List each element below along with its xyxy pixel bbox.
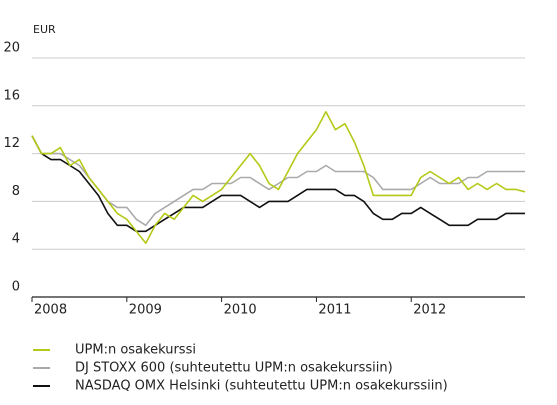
x-tick-label: 2009: [129, 303, 162, 318]
y-axis-label: EUR: [33, 23, 56, 36]
series-line: [31, 135, 525, 227]
x-tick-label: 2008: [34, 303, 67, 318]
series-line: [31, 111, 526, 244]
legend-label: NASDAQ OMX Helsinki (suhteutettu UPM:n o…: [75, 379, 448, 394]
y-tick-label: 4: [12, 232, 20, 247]
legend-label: DJ STOXX 600 (suhteutettu UPM:n osakekur…: [75, 361, 393, 376]
y-tick-label: 12: [3, 136, 20, 151]
y-tick-label: 16: [3, 88, 20, 103]
y-tick-label: 0: [12, 280, 20, 295]
y-tick-label: 8: [12, 184, 20, 199]
x-tick-label: 2010: [224, 303, 257, 318]
x-tick-label: 2012: [413, 303, 446, 318]
legend-label: UPM:n osakekurssi: [75, 343, 196, 358]
x-tick-label: 2011: [318, 303, 351, 318]
y-tick-label: 20: [3, 41, 20, 56]
series-line: [31, 135, 525, 233]
